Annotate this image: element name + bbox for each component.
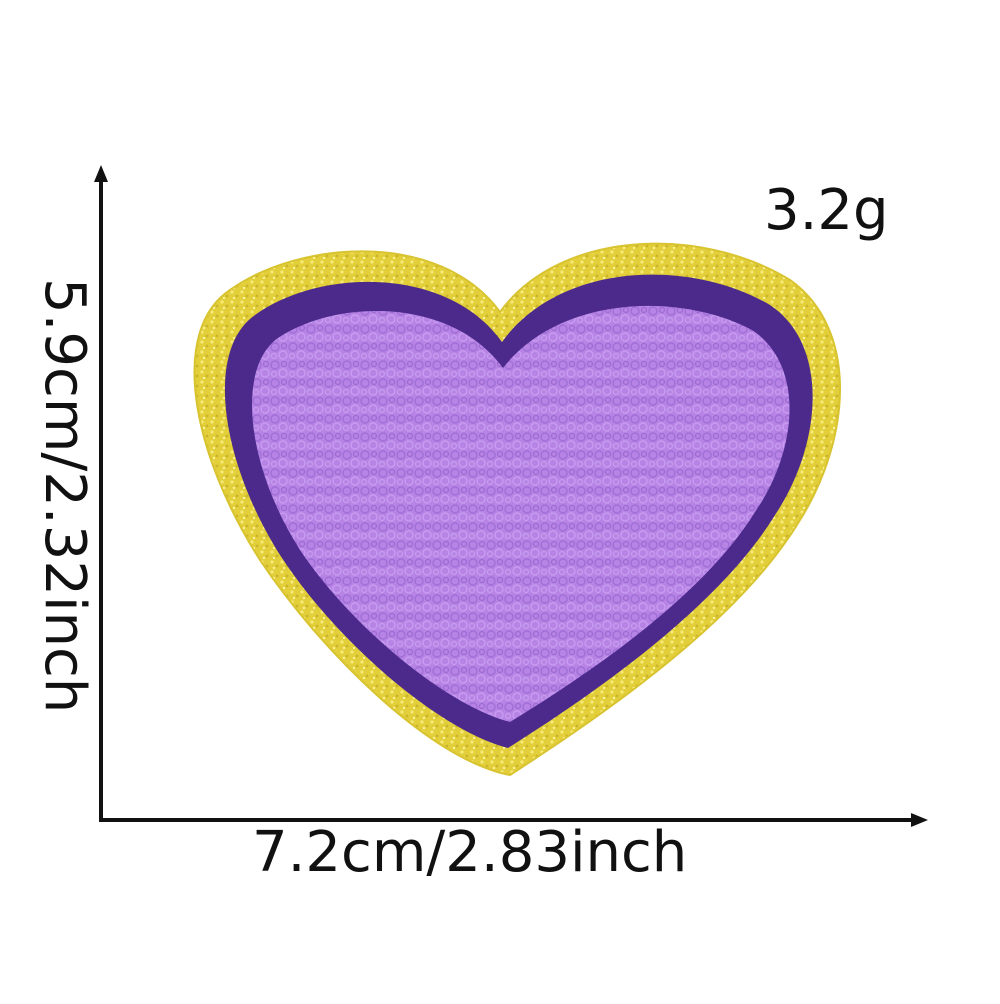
- width-axis: [99, 813, 928, 827]
- chenille-fill: [252, 305, 790, 722]
- height-label: 5.9cm/2.32inch: [32, 278, 97, 714]
- weight-label: 3.2g: [764, 178, 889, 243]
- width-label: 7.2cm/2.83inch: [252, 820, 688, 885]
- arrow-up-icon: [94, 165, 108, 182]
- arrow-right-icon: [911, 813, 928, 827]
- heart-patch: [193, 242, 841, 777]
- height-axis: [94, 165, 108, 822]
